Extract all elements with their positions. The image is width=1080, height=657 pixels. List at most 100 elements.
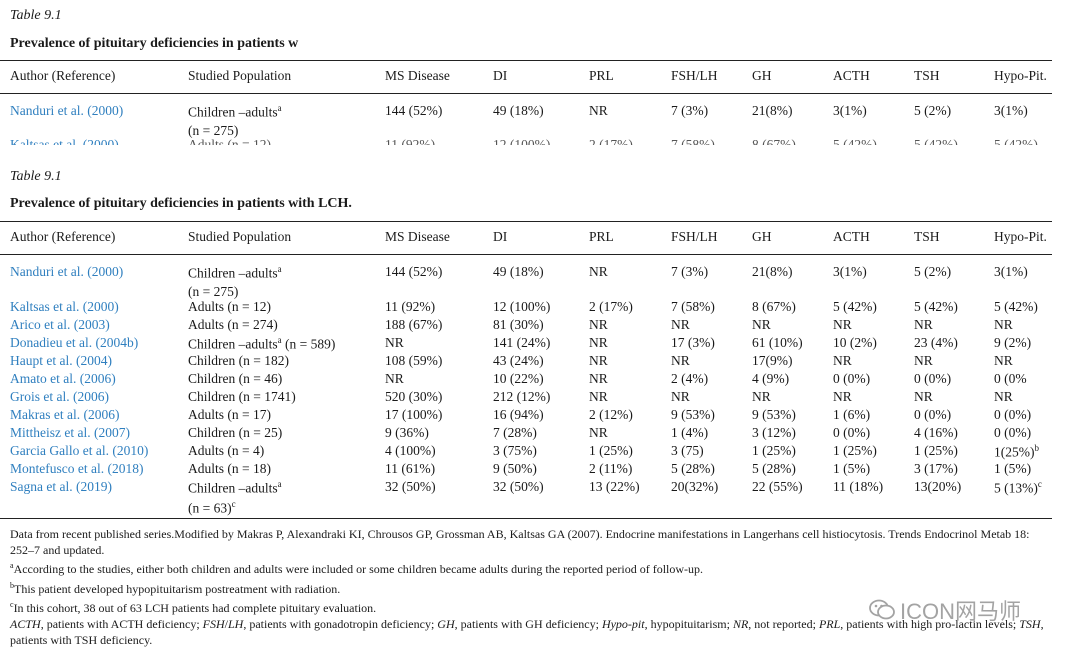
fragment-header-cell: MS Disease [385, 68, 450, 83]
author-reference-link[interactable]: Sagna et al. (2019) [10, 479, 112, 494]
studied-population: Children (n = 25) [188, 425, 283, 440]
header-cell: GH [752, 229, 772, 244]
table-cell: 1 (6%) [833, 407, 871, 422]
author-reference-link[interactable]: Montefusco et al. (2018) [10, 461, 144, 476]
table-cell: 0 (0%) [833, 425, 871, 440]
table-cell: 7 (28%) [493, 425, 537, 440]
header-cell: Author (Reference) [10, 229, 116, 244]
header-cell: Studied Population [188, 229, 292, 244]
table-cell: 520 (30%) [385, 389, 443, 404]
fragment-cell: 7 (3%) [671, 103, 709, 118]
fragment-header-cell: Hypo-Pit. [994, 68, 1047, 83]
table-cell: 1 (25%) [589, 443, 633, 458]
wechat-icon [869, 599, 895, 620]
table-cell: 1(25%)b [994, 443, 1039, 460]
table-cell: NR [385, 335, 404, 350]
table-heading: Prevalence of pituitary deficiencies in … [10, 196, 352, 211]
author-reference-link[interactable]: Haupt et al. (2004) [10, 353, 112, 368]
table-caption: Table 9.1 [10, 169, 62, 184]
table-cell: 20(32%) [671, 479, 719, 494]
fragment-cell: 3(1%) [833, 103, 867, 118]
footnote-c: cIn this cohort, 38 out of 63 LCH patien… [10, 599, 377, 615]
fragment-header-cell: DI [493, 68, 508, 83]
table-cell: 11 (61%) [385, 461, 436, 476]
table-cell: 5 (42%) [914, 299, 958, 314]
header-cell: Hypo-Pit. [994, 229, 1047, 244]
fragment-cut-row: Kaltsas et al. (2000) Adults (n = 12) 11… [10, 137, 1038, 145]
fragment-cell: 3(1%) [994, 103, 1028, 118]
fragment-header-rule [0, 93, 1052, 94]
table-cell: 3 (17%) [914, 461, 958, 476]
table-cell: 3(1%) [833, 264, 867, 279]
header-cell: PRL [589, 229, 614, 244]
table-cell: 0 (0%) [914, 371, 952, 386]
table-cell: 9 (36%) [385, 425, 429, 440]
fragment-top-rule [0, 60, 1052, 61]
author-reference-link[interactable]: Kaltsas et al. (2000) [10, 299, 119, 314]
table-cell: 12 (100%) [493, 299, 551, 314]
table-cell: NR [752, 389, 771, 404]
table-cell: 9 (50%) [493, 461, 537, 476]
author-reference-link[interactable]: Mittheisz et al. (2007) [10, 425, 130, 440]
table-cell: NR [671, 317, 690, 332]
author-reference-link[interactable]: Makras et al. (2006) [10, 407, 120, 422]
fragment-table-caption: Table 9.1 [10, 8, 62, 23]
table-cell: 5 (2%) [914, 264, 952, 279]
author-reference-link[interactable]: Garcia Gallo et al. (2010) [10, 443, 149, 458]
table-cell: 7 (58%) [671, 299, 715, 314]
table-cell: 9 (53%) [671, 407, 715, 422]
fragment-header-cell: FSH/LH [671, 68, 718, 83]
footnote-abbreviations: ACTH, patients with ACTH deficiency; FSH… [10, 617, 1044, 648]
table-cell: 108 (59%) [385, 353, 443, 368]
studied-population: Adults (n = 274) [188, 317, 278, 332]
table-cell: NR [589, 353, 608, 368]
table-cell: 1 (25%) [752, 443, 796, 458]
table-cell: 0 (0% [994, 371, 1027, 386]
table-cell: NR [589, 389, 608, 404]
table-cell: 5 (13%)c [994, 479, 1042, 496]
table-cell: 17 (3%) [671, 335, 715, 350]
table-cell: 2 (4%) [671, 371, 709, 386]
table-cell: 5 (28%) [752, 461, 796, 476]
studied-population: Adults (n = 18) [188, 461, 271, 476]
table-top-rule [0, 221, 1052, 222]
author-reference-link[interactable]: Amato et al. (2006) [10, 371, 116, 386]
table-cell: NR [752, 317, 771, 332]
studied-population: Children –adultsa (n = 63)c [188, 479, 282, 515]
watermark-text: ICON网马师 [900, 599, 1022, 624]
fragment-cell: 5 (2%) [914, 103, 952, 118]
table-cell: 4 (100%) [385, 443, 436, 458]
author-reference-link[interactable]: Nanduri et al. (2000) [10, 264, 124, 279]
studied-population: Children –adultsa (n = 275) [188, 264, 282, 299]
studied-population: Children –adultsa (n = 589) [188, 335, 336, 352]
table-cell: NR [914, 317, 933, 332]
author-reference-link[interactable]: Grois et al. (2006) [10, 389, 109, 404]
studied-population: Adults (n = 17) [188, 407, 271, 422]
fragment-header-cell: Studied Population [188, 68, 292, 83]
table-cell: NR [671, 353, 690, 368]
table-cell: 1 (4%) [671, 425, 709, 440]
author-reference-link[interactable]: Arico et al. (2003) [10, 317, 110, 332]
author-reference-link[interactable]: Donadieu et al. (2004b) [10, 335, 139, 350]
table-cell: 1 (5%) [994, 461, 1032, 476]
table-cell: 5 (28%) [671, 461, 715, 476]
fragment-author-link[interactable]: Nanduri et al. (2000) [10, 103, 124, 118]
table-cell: 1 (5%) [833, 461, 871, 476]
fragment-population: Children –adultsa (n = 275) [188, 103, 282, 138]
table-cell: NR [833, 317, 852, 332]
fragment-header-cell: PRL [589, 68, 614, 83]
table-cell: 61 (10%) [752, 335, 803, 350]
table-cell: 17(9%) [752, 353, 793, 368]
table-cell: 188 (67%) [385, 317, 443, 332]
table-cell: NR [589, 317, 608, 332]
table-cell: 43 (24%) [493, 353, 544, 368]
fragment-cell: 49 (18%) [493, 103, 544, 118]
table-cell: NR [914, 353, 933, 368]
table-cell: 4 (16%) [914, 425, 958, 440]
fragment-cell: 21(8%) [752, 103, 793, 118]
header-cell: TSH [914, 229, 940, 244]
table-cell: 22 (55%) [752, 479, 803, 494]
table-cell: 3 (75) [671, 443, 704, 458]
table-cell: NR [589, 264, 608, 279]
fragment-cell: 144 (52%) [385, 103, 443, 118]
